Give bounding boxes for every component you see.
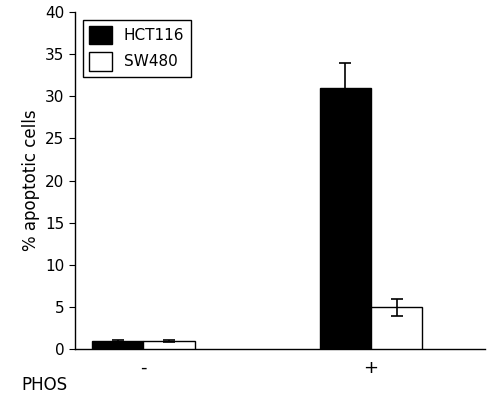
Bar — [92, 341, 144, 349]
Y-axis label: % apoptotic cells: % apoptotic cells — [22, 110, 40, 251]
Bar — [371, 307, 422, 349]
Bar — [144, 341, 194, 349]
Legend: HCT116, SW480: HCT116, SW480 — [82, 19, 190, 77]
Bar — [320, 88, 371, 349]
Text: PHOS: PHOS — [22, 376, 68, 394]
